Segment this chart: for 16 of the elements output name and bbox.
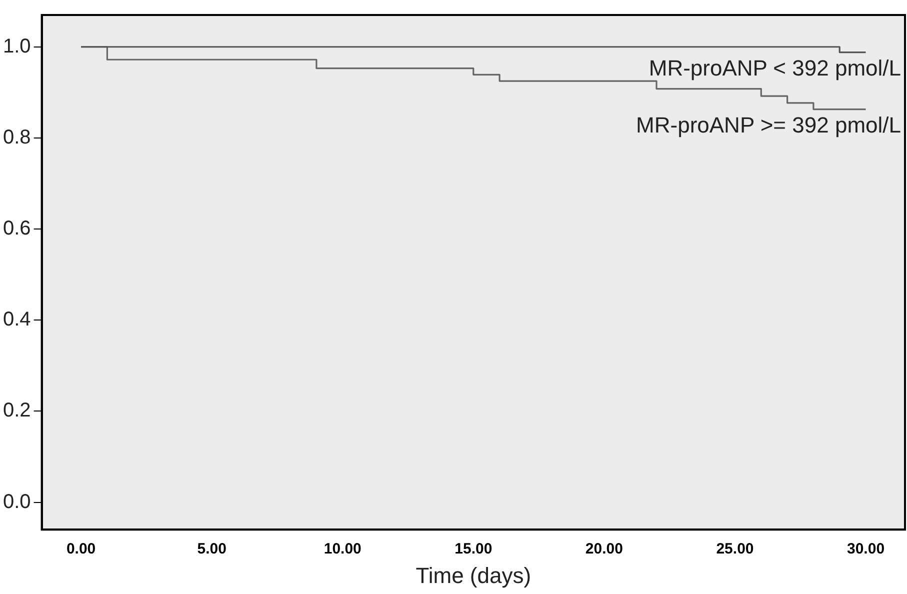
x-tick-label: 10.00 xyxy=(324,540,362,558)
x-tick-label: 15.00 xyxy=(454,540,492,558)
y-tick-label: 0.8 xyxy=(2,126,31,148)
series-label: MR-proANP >= 392 pmol/L xyxy=(636,112,901,138)
x-tick-label: 20.00 xyxy=(585,540,623,558)
y-tick-label: 0.2 xyxy=(2,400,31,422)
y-tick-label: 0.4 xyxy=(2,308,31,331)
x-tick-label: 30.00 xyxy=(846,540,885,558)
x-axis-title: Time (days) xyxy=(416,562,532,588)
x-tick-label: 0.00 xyxy=(66,540,96,558)
series-label: MR-proANP < 392 pmol/L xyxy=(648,55,901,80)
y-tick-label: 1.0 xyxy=(2,35,31,58)
x-tick-label: 5.00 xyxy=(197,540,226,558)
y-tick-label: 0.0 xyxy=(2,490,31,513)
y-tick-label: 0.6 xyxy=(2,218,31,240)
x-tick-label: 25.00 xyxy=(716,540,754,558)
